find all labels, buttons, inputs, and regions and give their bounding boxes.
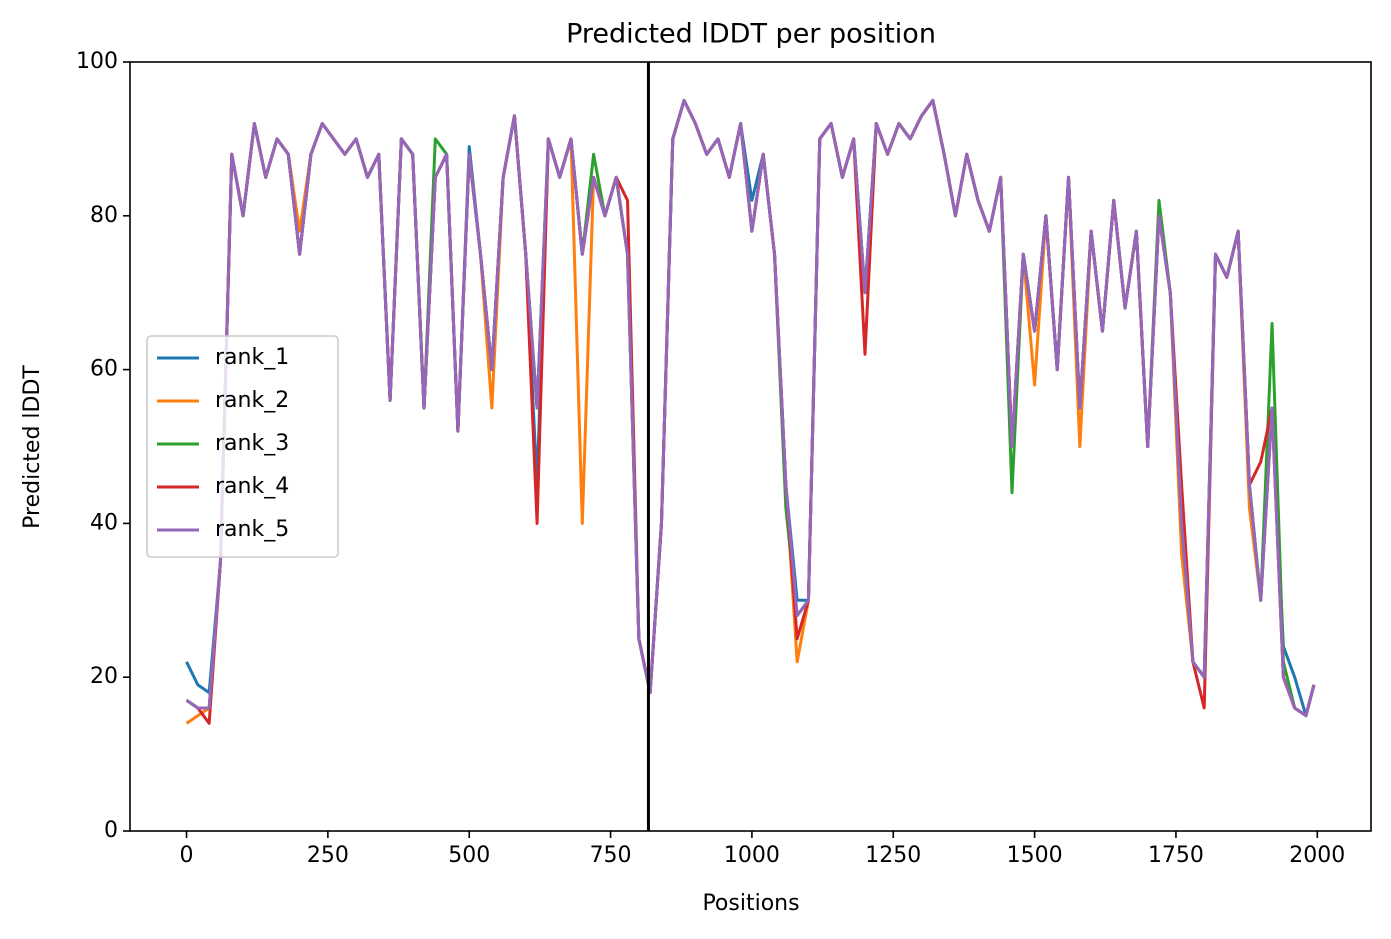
legend-label: rank_4 <box>215 474 289 499</box>
x-tick-label: 1750 <box>1148 843 1204 868</box>
y-tick-label: 60 <box>90 357 118 382</box>
x-tick-label: 1500 <box>1007 843 1063 868</box>
y-axis-label: Predicted lDDT <box>20 365 45 529</box>
legend-label: rank_3 <box>215 431 289 456</box>
legend-box <box>146 335 339 558</box>
x-tick-label: 1000 <box>724 843 780 868</box>
legend-label: rank_1 <box>215 345 289 370</box>
y-tick-label: 40 <box>90 510 118 535</box>
series-line <box>185 98 1316 718</box>
x-tick-label: 2000 <box>1289 843 1345 868</box>
y-tick-label: 0 <box>104 818 118 843</box>
x-tick-label: 750 <box>590 843 632 868</box>
x-tick-label: 500 <box>448 843 490 868</box>
x-tick-label: 250 <box>307 843 349 868</box>
legend: rank_1 rank_2 rank_3 rank_4 rank_5 <box>146 335 339 558</box>
legend-label: rank_2 <box>215 388 289 413</box>
y-tick-label: 80 <box>90 203 118 228</box>
legend-label: rank_5 <box>215 517 289 542</box>
plot-frame <box>129 61 1372 832</box>
y-tick-label: 20 <box>90 664 118 689</box>
x-tick-label: 1250 <box>865 843 921 868</box>
x-tick-label: 0 <box>180 843 194 868</box>
chart-title: Predicted lDDT per position <box>566 19 936 50</box>
x-axis-label: Positions <box>702 891 799 916</box>
y-tick-label: 100 <box>76 49 118 74</box>
